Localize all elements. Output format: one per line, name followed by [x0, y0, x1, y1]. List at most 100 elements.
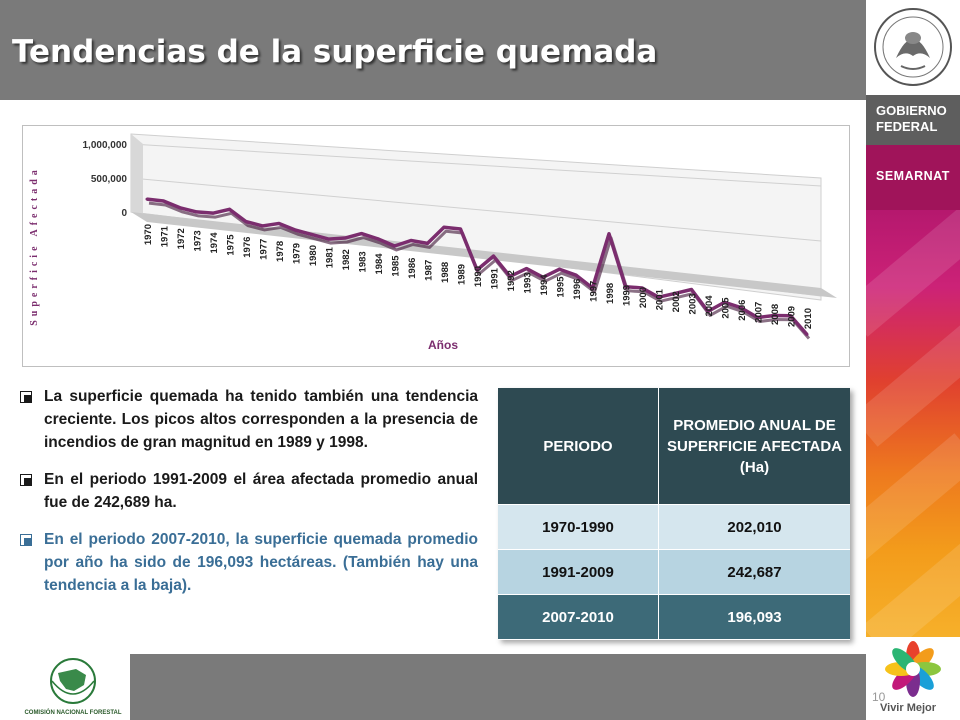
y-tick-label: 1,000,000	[83, 140, 128, 151]
data-point	[657, 295, 660, 299]
x-tick-label: 1989	[457, 264, 468, 285]
bullet-text: La superficie quemada ha tenido también …	[44, 388, 478, 451]
table-header-row: PERIODO PROMEDIO ANUAL DE SUPERFICIE AFE…	[498, 388, 850, 505]
bullet-item: La superficie quemada ha tenido también …	[18, 385, 478, 454]
x-tick-label: 2004	[704, 295, 715, 317]
national-seal-icon	[874, 8, 952, 86]
decorative-color-strip	[866, 210, 960, 637]
x-tick-label: 1996	[572, 279, 583, 300]
period-header: PERIODO	[498, 388, 659, 505]
x-tick-label: 1984	[374, 253, 385, 275]
data-point	[393, 244, 396, 248]
data-point	[409, 239, 413, 243]
x-tick-label: 1970	[143, 224, 154, 245]
x-tick-label: 2009	[787, 306, 798, 327]
x-tick-label: 2006	[737, 300, 748, 321]
data-point	[525, 267, 528, 271]
period-cell: 1991-2009	[498, 550, 659, 595]
x-axis-label: Años	[428, 338, 458, 352]
y-tick-label: 500,000	[91, 174, 128, 185]
data-point	[277, 221, 281, 225]
data-point	[756, 315, 759, 319]
data-point	[211, 211, 215, 215]
table-row: 1970-1990 202,010	[498, 505, 850, 550]
y-axis-label: Superficie Afectada	[29, 166, 40, 326]
x-tick-label: 1982	[341, 249, 352, 270]
x-tick-label: 2008	[770, 304, 781, 325]
gobierno-label: Gobierno	[876, 103, 947, 118]
data-point	[162, 199, 165, 203]
data-point	[294, 228, 297, 232]
x-tick-label: 1994	[539, 274, 550, 296]
data-point	[261, 224, 264, 228]
x-tick-label: 2002	[671, 291, 682, 312]
x-tick-label: 1999	[622, 285, 633, 306]
title-bar	[0, 0, 866, 100]
x-tick-label: 1981	[325, 246, 336, 268]
data-point	[805, 333, 809, 336]
value-cell: 242,687	[659, 550, 850, 595]
x-tick-label: 1978	[275, 241, 286, 262]
x-tick-label: 1975	[226, 234, 237, 256]
table-row: 1991-2009 242,687	[498, 550, 850, 595]
x-tick-label: 1976	[242, 237, 253, 258]
table-row: 2007-2010 196,093	[498, 595, 850, 640]
x-tick-label: 2000	[638, 287, 649, 308]
data-point	[459, 227, 462, 231]
data-point	[624, 285, 627, 289]
footer-bar	[130, 654, 866, 720]
x-tick-label: 1977	[259, 239, 270, 260]
data-point	[706, 309, 710, 313]
data-point	[492, 254, 495, 258]
x-tick-label: 1983	[358, 251, 369, 272]
x-tick-label: 2005	[721, 297, 732, 319]
x-tick-label: 2010	[803, 308, 814, 329]
x-tick-label: 1992	[506, 270, 517, 291]
x-tick-label: 1990	[473, 266, 484, 287]
gobierno-federal-logo: Gobierno Federal	[866, 95, 960, 145]
flower-icon	[885, 641, 941, 697]
data-point	[772, 314, 776, 318]
bullet-item: En el periodo 2007-2010, la superficie q…	[18, 528, 478, 597]
data-point	[178, 206, 182, 210]
x-tick-label: 1987	[424, 260, 435, 281]
x-tick-label: 1995	[556, 276, 567, 298]
national-seal-area	[866, 0, 960, 95]
data-point	[145, 197, 149, 201]
data-point	[475, 268, 479, 272]
x-tick-label: 1986	[407, 258, 418, 279]
x-tick-label: 1993	[523, 272, 534, 293]
data-point	[508, 274, 512, 278]
data-point	[607, 232, 611, 236]
chart-side-wall	[131, 134, 143, 218]
period-cell: 1970-1990	[498, 505, 659, 550]
gridline	[130, 177, 822, 242]
data-point	[376, 237, 380, 241]
data-point	[690, 288, 693, 292]
data-point	[343, 236, 347, 240]
data-point	[591, 286, 594, 290]
data-point	[558, 267, 561, 271]
x-tick-label: 1971	[160, 225, 171, 247]
x-tick-label: 2003	[688, 293, 699, 314]
data-point	[739, 306, 743, 310]
data-point	[360, 232, 363, 236]
conafor-logo: COMISIÓN NACIONAL FORESTAL	[18, 655, 128, 720]
data-point	[541, 275, 545, 279]
bullet-text: En el periodo 1991-2009 el área afectada…	[44, 471, 478, 511]
vivir-mejor-label: Vivir Mejor	[880, 702, 937, 714]
x-tick-label: 1997	[589, 281, 600, 302]
x-tick-label: 1973	[193, 230, 204, 251]
sidebar: Gobierno Federal SEMARNAT Vivir Mejor	[866, 0, 960, 720]
data-point	[789, 314, 792, 318]
chart-container: 1,000,000 500,000 0 Superficie Afectada 1970…	[22, 125, 850, 367]
data-point	[195, 210, 198, 214]
federal-label: Federal	[876, 119, 938, 134]
data-point	[723, 300, 726, 304]
value-cell: 202,010	[659, 505, 850, 550]
x-tick-label: 2007	[754, 302, 765, 323]
x-tick-label: 1991	[490, 267, 501, 289]
gridline	[130, 143, 822, 187]
x-tick-label: 1979	[292, 243, 303, 264]
checkbox-bullet-icon	[20, 534, 32, 546]
